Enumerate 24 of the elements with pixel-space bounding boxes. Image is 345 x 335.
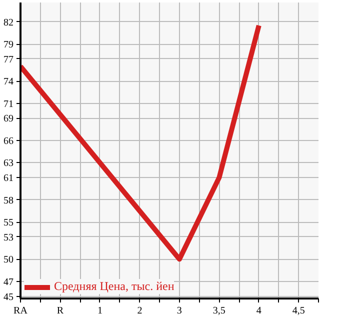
y-tick-label: 63 [4,158,14,170]
x-tick-label: 3 [176,306,182,316]
y-tick-label: 69 [4,114,14,125]
y-tick-label: 77 [4,54,14,66]
x-tick-label: 1 [97,306,102,316]
y-tick-label: 74 [4,76,14,88]
y-tick-label: 55 [4,218,14,229]
y-tick-label: 47 [4,276,14,288]
x-tick-label: 4,5 [292,306,305,316]
y-tick-label: 50 [4,254,14,266]
x-tick-label: R [56,306,64,316]
y-tick-label: 71 [4,98,14,110]
x-tick-label: 4 [256,306,262,316]
x-tick-label: 2 [137,306,142,316]
y-tick-label: 82 [4,17,14,28]
y-tick-label: 79 [4,40,14,51]
x-tick-label: 3,5 [212,306,226,316]
y-tick-label: 61 [4,173,14,184]
y-tick-label: 58 [4,195,14,206]
x-tick-label: RA [14,306,28,316]
y-tick-label: 45 [4,292,14,303]
legend-label: Средняя Цена, тыс. йен [54,279,174,294]
y-tick-label: 53 [4,232,14,244]
y-tick-label: 66 [4,136,14,147]
